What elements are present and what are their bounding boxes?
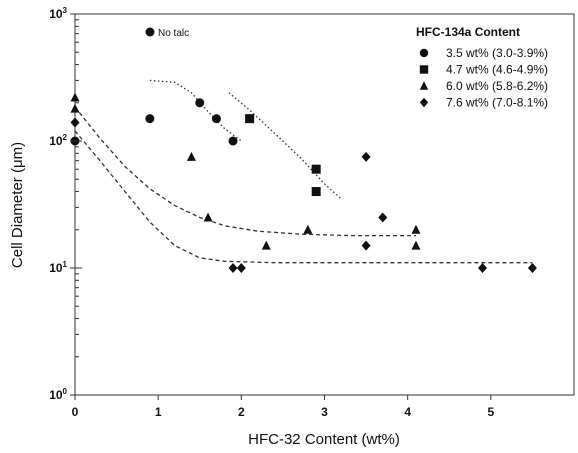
data-point-triangle xyxy=(70,103,80,113)
data-point-diamond xyxy=(478,263,488,273)
legend-marker-circle xyxy=(419,48,429,58)
x-tick-label: 2 xyxy=(238,405,245,419)
y-tick-label: 100 xyxy=(49,387,67,402)
data-point-diamond xyxy=(228,263,238,273)
minor-tick-group xyxy=(75,19,79,358)
legend-entry-label: 3.5 wt% (3.0-3.9%) xyxy=(446,46,548,60)
x-tick-label: 4 xyxy=(404,405,411,419)
data-point-square xyxy=(311,187,321,197)
data-point-square xyxy=(245,114,255,124)
data-point-circle xyxy=(211,114,221,124)
y-tick-label: 101 xyxy=(49,260,67,275)
no-talc-label: No talc xyxy=(158,28,189,39)
no-talc-annotation: No talc xyxy=(145,27,189,39)
data-point-square xyxy=(311,164,321,174)
y-tick-group: 100 101 102 103 xyxy=(49,6,82,402)
y-tick-label: 103 xyxy=(49,6,67,21)
trend-line xyxy=(228,92,342,200)
legend-marker-square xyxy=(419,65,429,74)
trend-line xyxy=(74,130,533,264)
legend-marker-triangle xyxy=(419,81,429,90)
legend-entry-label: 4.7 wt% (4.6-4.9%) xyxy=(446,63,548,77)
x-axis-label: HFC-32 Content (wt%) xyxy=(248,431,400,448)
data-point-circle xyxy=(228,136,238,146)
x-tick-label: 1 xyxy=(155,405,162,419)
x-tick-label: 5 xyxy=(487,405,494,419)
data-point-group xyxy=(70,92,537,273)
trend-line xyxy=(149,79,242,142)
legend-marker-diamond xyxy=(419,97,429,108)
data-point-diamond xyxy=(361,151,371,162)
data-point-triangle xyxy=(203,212,213,222)
data-point-triangle xyxy=(186,151,196,161)
data-point-diamond xyxy=(378,212,388,223)
legend-title: HFC-134a Content xyxy=(416,25,520,39)
no-talc-marker xyxy=(145,27,155,37)
data-point-diamond xyxy=(236,263,246,273)
data-point-diamond xyxy=(361,240,371,251)
data-point-triangle xyxy=(411,224,421,234)
legend: HFC-134a Content 3.5 wt% (3.0-3.9%) 4.7 w… xyxy=(416,25,548,110)
data-point-diamond xyxy=(527,263,537,273)
legend-entry-label: 6.0 wt% (5.8-6.2%) xyxy=(446,79,548,93)
x-tick-group: 0 1 2 3 4 5 xyxy=(72,395,494,419)
data-point-triangle xyxy=(70,92,80,102)
x-tick-label: 3 xyxy=(321,405,328,419)
data-point-triangle xyxy=(411,240,421,250)
data-point-diamond xyxy=(70,117,80,128)
x-tick-label: 0 xyxy=(72,405,79,419)
data-point-triangle xyxy=(303,224,313,234)
data-point-triangle xyxy=(261,240,271,250)
data-point-circle xyxy=(195,98,205,108)
trend-line xyxy=(74,106,416,237)
y-tick-label: 102 xyxy=(49,133,67,148)
legend-entry-label: 7.6 wt% (7.0-8.1%) xyxy=(446,96,548,110)
y-axis-label: Cell Diameter (μm) xyxy=(9,142,26,268)
data-point-circle xyxy=(145,114,155,124)
